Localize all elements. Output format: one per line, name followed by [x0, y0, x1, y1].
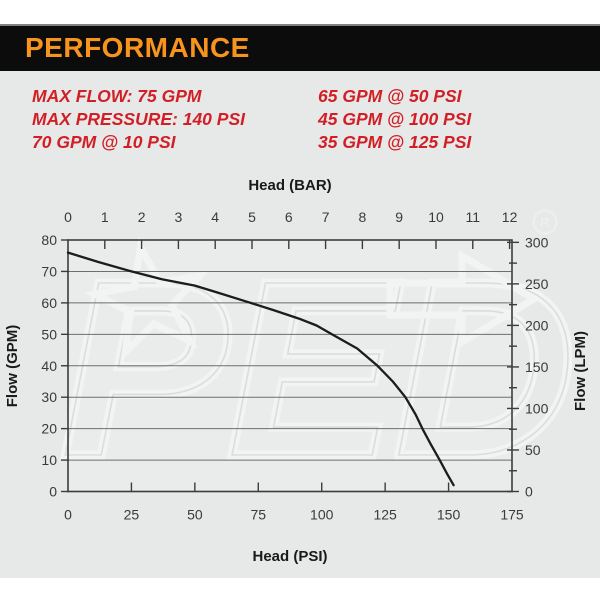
svg-text:4: 4 [211, 209, 219, 225]
grid-lines [68, 270, 512, 461]
svg-text:7: 7 [322, 209, 330, 225]
top-axis-labels: 0 1 2 3 4 5 6 7 8 9 10 11 12 [64, 209, 517, 225]
left-axis-labels: 0 10 20 30 40 50 60 70 80 [41, 232, 57, 500]
registered-trademark-icon: R [532, 209, 558, 235]
spec-max-flow: MAX FLOW: 75 GPM [32, 86, 202, 106]
svg-text:100: 100 [525, 400, 549, 416]
svg-text:2: 2 [138, 209, 146, 225]
spec-point-100psi: 45 GPM @ 100 PSI [318, 109, 472, 129]
top-axis-title: Head (BAR) [248, 177, 331, 194]
svg-text:R: R [540, 215, 550, 230]
svg-text:12: 12 [502, 209, 518, 225]
svg-text:150: 150 [525, 359, 549, 375]
svg-text:3: 3 [174, 209, 182, 225]
svg-text:0: 0 [49, 484, 57, 500]
svg-text:25: 25 [124, 507, 140, 523]
svg-text:80: 80 [41, 232, 57, 248]
svg-text:0: 0 [64, 209, 72, 225]
svg-text:50: 50 [41, 326, 57, 342]
svg-text:50: 50 [525, 442, 541, 458]
svg-text:20: 20 [41, 421, 57, 437]
watermark-arrow-icon [386, 249, 541, 349]
svg-text:10: 10 [41, 452, 57, 468]
svg-text:40: 40 [41, 358, 57, 374]
spec-point-10psi: 70 GPM @ 10 PSI [32, 132, 176, 152]
svg-text:70: 70 [41, 263, 57, 279]
svg-text:300: 300 [525, 234, 549, 250]
svg-text:60: 60 [41, 295, 57, 311]
svg-text:50: 50 [187, 507, 203, 523]
spec-point-125psi: 35 GPM @ 125 PSI [318, 132, 472, 152]
svg-text:11: 11 [466, 209, 481, 225]
svg-text:5: 5 [248, 209, 256, 225]
svg-text:6: 6 [285, 209, 293, 225]
right-axis-title: Flow (LPM) [572, 331, 589, 411]
spec-point-50psi: 65 GPM @ 50 PSI [318, 86, 462, 106]
svg-text:200: 200 [525, 317, 549, 333]
svg-text:250: 250 [525, 276, 549, 292]
svg-text:125: 125 [373, 507, 397, 523]
svg-text:100: 100 [310, 507, 334, 523]
svg-text:75: 75 [250, 507, 266, 523]
left-axis-title: Flow (GPM) [4, 325, 21, 408]
svg-text:10: 10 [428, 209, 444, 225]
page-title: PERFORMANCE [25, 32, 250, 63]
svg-text:0: 0 [525, 484, 533, 500]
axis-ticks [61, 239, 519, 493]
svg-text:150: 150 [437, 507, 461, 523]
right-axis-labels: 0 50 100 150 200 250 300 [525, 234, 549, 499]
svg-text:175: 175 [500, 507, 524, 523]
spec-list-right: 65 GPM @ 50 PSI 45 GPM @ 100 PSI 35 GPM … [318, 85, 471, 154]
svg-text:8: 8 [358, 209, 366, 225]
spec-max-pressure: MAX PRESSURE: 140 PSI [32, 109, 245, 129]
spec-list-left: MAX FLOW: 75 GPM MAX PRESSURE: 140 PSI 7… [32, 85, 245, 154]
pump-curve [66, 251, 455, 487]
svg-text:1: 1 [101, 209, 109, 225]
svg-text:9: 9 [395, 209, 403, 225]
watermark-star-icon [83, 236, 210, 362]
svg-text:30: 30 [41, 389, 57, 405]
svg-text:0: 0 [64, 507, 72, 523]
header-bar: PERFORMANCE [0, 24, 600, 71]
bottom-axis-labels: 0 25 50 75 100 125 150 175 [64, 507, 524, 523]
bottom-axis-title: Head (PSI) [252, 548, 327, 565]
